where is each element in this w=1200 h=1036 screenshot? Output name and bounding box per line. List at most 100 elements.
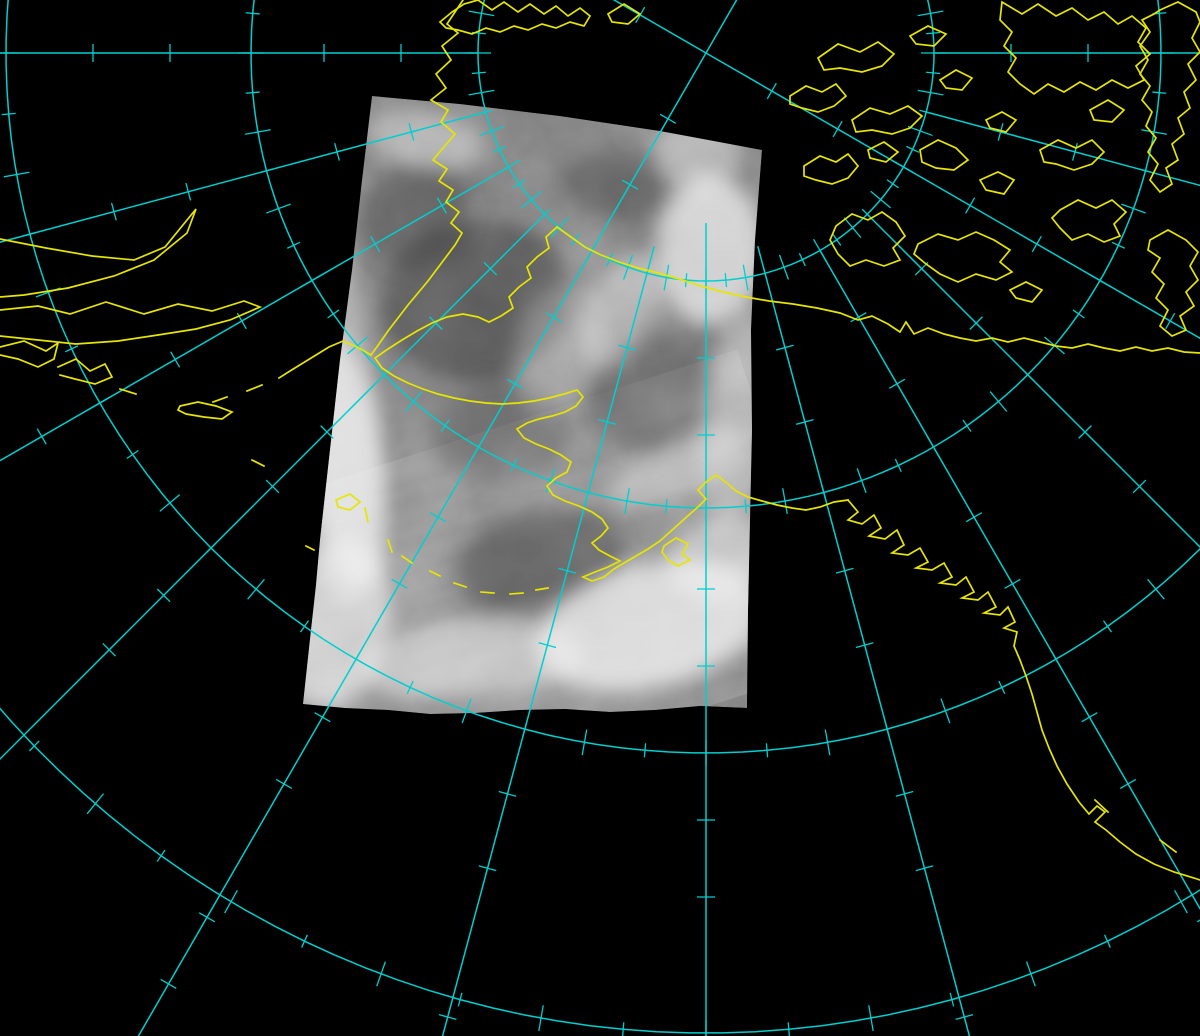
parallel-tick [457,992,463,1007]
coastline-greenland-edge [1138,1,1200,194]
meridian-tick [370,235,381,253]
satellite-swath-layer [303,96,762,714]
coastline-aleutian-dash-6 [400,554,414,565]
meridian-tick [997,123,1004,141]
meridian-tick [498,790,517,797]
parallel-tick [550,217,569,239]
cloud-bright-blob [365,108,485,172]
coastline-arctic-island-20 [867,141,900,163]
meridian-tick [170,351,181,368]
coastline-st-matthew-dash [250,458,266,468]
parallel-tick [1152,91,1167,94]
meridian-tick [438,1014,457,1020]
meridian-tick [850,312,867,323]
parallel-tick [479,125,505,137]
coastline-aleutian-dash-8 [363,506,370,524]
parallel-tick [622,254,634,280]
meridian-tick [618,344,636,351]
meridian-tick [391,578,408,589]
meridian-tick [185,182,192,201]
parallel-tick [1104,934,1111,948]
parallel-tick [1174,890,1188,914]
parallel-tick [744,499,747,514]
coastline-arctic-island-patrick [789,82,848,113]
parallel-tick [545,468,556,493]
parallel-tick [917,10,944,17]
parallel-tick [906,145,920,153]
parallel-tick [3,171,30,178]
coastline-chukotka-south-coast [0,300,263,345]
meridian-tick [156,588,171,603]
parallel-tick [765,743,769,758]
meridian-tick [965,512,983,523]
graticule-meridian [0,166,509,462]
parallel-tick [301,934,308,948]
meridian-tick [776,344,794,351]
parallel-tick [461,698,472,724]
parallel-tick [824,729,831,756]
meridian-tick [478,865,497,872]
parallel-tick [440,419,450,432]
parallel-tick [468,89,495,96]
parallel-tick [886,179,899,189]
graticule-meridian [819,250,1200,911]
meridian-tick [265,479,280,494]
cloud-bright-blob [512,281,608,419]
parallel-tick [894,458,902,472]
parallel-tick [159,494,181,512]
coastline-polar-island-2 [606,2,642,25]
coastline-anadyr-dash [118,387,138,396]
parallel-tick [1121,203,1146,214]
coastline-bc-offshore-dash-2 [1158,838,1178,854]
meridian-tick [275,778,293,789]
meridian-tick [766,82,777,100]
parallel-tick [684,273,688,288]
parallel-tick [245,91,260,94]
parallel-tick [126,449,139,460]
parallel-tick [327,309,340,319]
meridian-tick [314,712,331,723]
parallel-tick [606,253,614,267]
parallel-tick [1147,578,1165,600]
parallel-tick [347,336,368,355]
parallel-tick [665,499,668,514]
graticule-meridian [757,245,971,1036]
parallel-tick [581,729,588,756]
coastline-arctic-north-slope-coast [555,225,1200,354]
graticule-meridian [441,245,655,1036]
coastline-arctic-island-13 [984,111,1018,133]
meridian-tick [1165,312,1176,330]
meridian-tick [659,113,677,124]
meridian-tick [1132,479,1147,494]
parallel-tick [917,89,944,96]
cloud-dark-blob [360,160,470,270]
coastline-anadyr-coast-2 [56,358,114,385]
parallel-tick [926,71,941,75]
parallel-tick [949,992,955,1007]
coastline-arctic-island-ellesmere [999,0,1152,96]
coastline-arctic-island-somerset [1050,198,1128,243]
coastline-bc-offshore-dash-1 [1093,798,1110,814]
meridian-tick [1031,235,1042,253]
meridian-tick [334,143,340,161]
parallel-tick [471,71,486,75]
meridian-tick [102,642,117,657]
parallel-tick [782,488,788,515]
coastline-chukotka-north-coast [0,208,197,298]
meridian-tick [621,179,639,190]
coastline-arctic-island-victoria [912,231,1014,283]
meridian-tick [855,642,874,649]
swath-bright-clouds [303,108,762,709]
meridian-tick [408,123,415,141]
parallel-tick [868,1005,874,1032]
parallel-tick [266,203,291,214]
graticule-meridian [0,111,486,243]
graticule-meridian [137,52,707,1036]
parallel-tick [856,468,867,493]
parallel-tick [907,125,933,137]
coastline-st-lawrence-island [176,401,234,420]
meridian-tick [429,512,447,523]
parallel-tick [798,253,806,267]
